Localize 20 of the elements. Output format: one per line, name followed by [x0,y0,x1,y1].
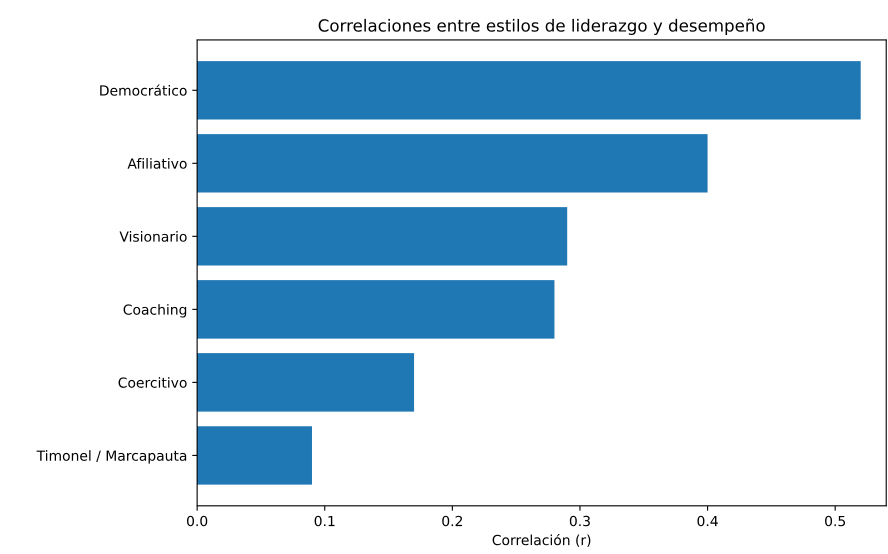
y-tick-label: Coercitivo [118,377,187,388]
bar [197,134,708,193]
y-tick-label: Visionario [120,231,187,242]
x-tick-label: 0.4 [697,516,718,526]
x-tick-label: 0.1 [314,516,335,526]
bar [197,207,568,266]
y-tick-label: Afiliativo [128,158,187,169]
chart-title: Correlaciones entre estilos de liderazgo y desempeño [318,18,765,36]
x-tick-label: 0.0 [187,516,208,526]
x-tick-label: 0.2 [442,516,462,526]
bar [197,61,861,120]
bar [197,280,554,339]
y-tick-label: Coaching [124,304,186,318]
x-tick-label: 0.5 [825,516,846,526]
bar [197,426,312,485]
y-tick-label: Timonel / Marcapauta [36,450,186,464]
x-tick-label: 0.3 [570,516,590,526]
x-axis-title: Correlación (r) [492,534,590,547]
bar [197,353,414,412]
y-tick-label: Democrático [100,84,187,96]
